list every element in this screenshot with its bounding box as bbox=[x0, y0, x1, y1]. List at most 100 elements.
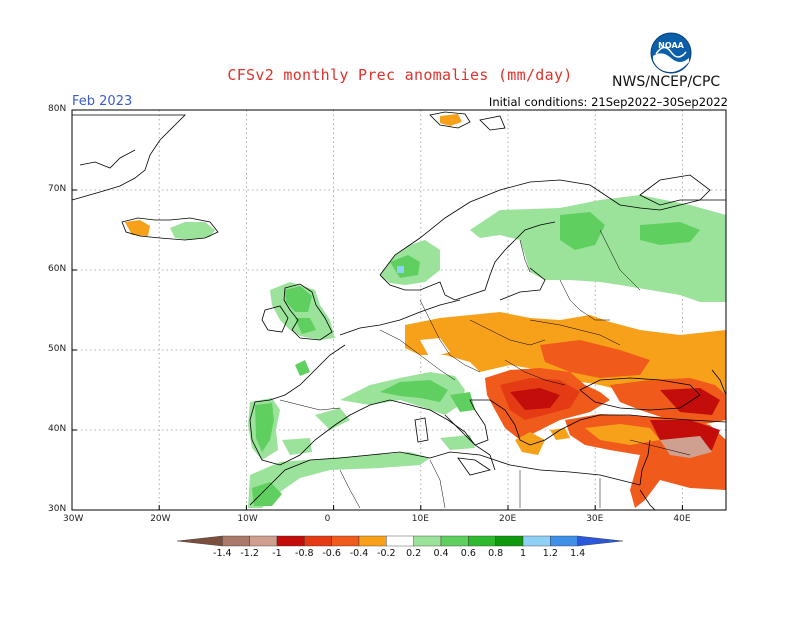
wet-region-north-africa bbox=[248, 452, 430, 508]
wet-region-north bbox=[470, 195, 726, 302]
anomaly-shading bbox=[125, 114, 726, 508]
wet-region-iceland bbox=[170, 222, 215, 240]
wet-region-wales bbox=[295, 318, 316, 334]
coast-scandinavia-south bbox=[379, 221, 556, 301]
longitude-label: 10W bbox=[237, 514, 258, 524]
coast-sardinia bbox=[414, 417, 429, 443]
dry-region-central-europe-white bbox=[420, 338, 450, 358]
colorbar-segment bbox=[176, 535, 223, 547]
latitude-label: 40N bbox=[48, 424, 67, 434]
dry-region-middle-east-brown bbox=[660, 436, 712, 458]
coast-north-africa bbox=[249, 451, 641, 506]
agency-label: NWS/NCEP/CPC bbox=[612, 74, 721, 90]
coast-great-britain bbox=[283, 283, 333, 341]
wet-region-scotland-dark bbox=[285, 286, 312, 312]
colorbar-label: 0.2 bbox=[406, 548, 422, 559]
colorbar-segment bbox=[413, 535, 442, 547]
colorbar-label: 0.6 bbox=[460, 548, 476, 559]
colorbar bbox=[176, 535, 624, 547]
colorbar-label: 0.8 bbox=[488, 548, 504, 559]
coastlines bbox=[71, 111, 727, 511]
colorbar-label: -1.4 bbox=[213, 548, 232, 559]
dry-region-crete-area bbox=[550, 428, 570, 440]
coast-novaya-zemlya bbox=[639, 174, 711, 206]
dry-region-greece bbox=[515, 432, 545, 455]
colorbar-segment bbox=[550, 535, 578, 547]
longitude-label: 30W bbox=[63, 514, 84, 524]
coast-sicily bbox=[457, 457, 491, 476]
wet-region-norway-blue bbox=[397, 266, 404, 273]
coast-italy bbox=[444, 414, 496, 471]
coast-svalbard bbox=[429, 111, 471, 129]
latitude-label: 50N bbox=[48, 344, 67, 354]
map-frame bbox=[71, 109, 727, 511]
colorbar-segment bbox=[386, 535, 414, 547]
colorbar-label: -0.4 bbox=[349, 548, 369, 559]
wet-region-iberia-east bbox=[315, 408, 350, 430]
colorbar-label: 1.2 bbox=[542, 548, 558, 559]
colorbar-label: -0.8 bbox=[295, 548, 314, 559]
colorbar-label: 1.4 bbox=[570, 548, 586, 559]
colorbar-segment bbox=[304, 535, 332, 547]
colorbar-segment bbox=[276, 535, 305, 547]
latitude-label: 60N bbox=[48, 264, 67, 274]
colorbar-segment bbox=[468, 535, 496, 547]
coast-svalbard-east bbox=[479, 115, 506, 131]
colorbar-segment bbox=[358, 535, 387, 547]
coast-red-sea bbox=[639, 489, 656, 511]
colorbar-label: -0.6 bbox=[322, 548, 341, 559]
longitude-label: 10E bbox=[411, 514, 429, 524]
colorbar-label: 1 bbox=[519, 548, 527, 559]
colorbar-label: -0.2 bbox=[377, 548, 396, 559]
forecast-month: Feb 2023 bbox=[72, 94, 133, 109]
dry-region-iceland bbox=[125, 220, 150, 236]
wet-region-dalmatia bbox=[450, 392, 475, 412]
coast-ireland bbox=[261, 305, 289, 333]
wet-region-iberia-west-dark bbox=[255, 403, 274, 452]
coast-iceland bbox=[121, 217, 219, 241]
longitude-label: 20E bbox=[499, 514, 517, 524]
coast-baltic bbox=[499, 267, 546, 301]
map-title: CFSv2 monthly Prec anomalies (mm/day) bbox=[227, 66, 573, 84]
wet-region-finland bbox=[560, 212, 605, 250]
colorbar-label: -1 bbox=[272, 548, 282, 559]
coast-mediterranean-north bbox=[249, 344, 727, 466]
dry-region-middle-east bbox=[630, 455, 726, 508]
colorbar-segment bbox=[249, 535, 278, 547]
latitude-label: 30N bbox=[48, 504, 67, 514]
longitude-label: 30E bbox=[586, 514, 604, 524]
colorbar-segment bbox=[495, 535, 524, 547]
longitude-label: 40E bbox=[673, 514, 691, 524]
logo-text: NOAA bbox=[658, 41, 684, 50]
latitude-label: 80N bbox=[48, 104, 67, 114]
longitude-label: 20W bbox=[150, 514, 171, 524]
colorbar-segment bbox=[331, 535, 360, 547]
initial-conditions: Initial conditions: 21Sep2022–30Sep2022 bbox=[488, 95, 728, 109]
longitude-label: 0 bbox=[324, 514, 331, 524]
axis-ticks bbox=[71, 109, 683, 511]
coast-greenland bbox=[71, 114, 186, 201]
coast-levant bbox=[639, 439, 651, 486]
noaa-logo: NOAA bbox=[650, 32, 692, 74]
wet-region-kola bbox=[640, 222, 700, 245]
colorbar-label: -1.2 bbox=[240, 548, 259, 559]
colorbar-segment bbox=[440, 535, 469, 547]
dry-region-svalbard bbox=[440, 114, 462, 126]
coast-north-sea bbox=[339, 299, 461, 336]
latitude-label: 70N bbox=[48, 184, 67, 194]
colorbar-segment bbox=[577, 535, 624, 547]
wet-region-libya bbox=[440, 435, 475, 450]
coast-greenland-fjords bbox=[79, 149, 136, 169]
dry-region-ukraine bbox=[540, 340, 650, 378]
colorbar-segment bbox=[522, 535, 551, 547]
dry-region-balkans-core bbox=[510, 388, 560, 410]
wet-region-alps-dark bbox=[380, 380, 448, 402]
coast-black-sea bbox=[579, 377, 701, 411]
coast-scandinavia-north bbox=[379, 179, 726, 276]
wet-region-cornwall bbox=[295, 360, 310, 376]
coast-caspian bbox=[711, 369, 727, 396]
colorbar-segment bbox=[222, 535, 250, 547]
colorbar-label: 0.4 bbox=[433, 548, 449, 559]
dry-region-turkey-orange bbox=[585, 424, 660, 445]
